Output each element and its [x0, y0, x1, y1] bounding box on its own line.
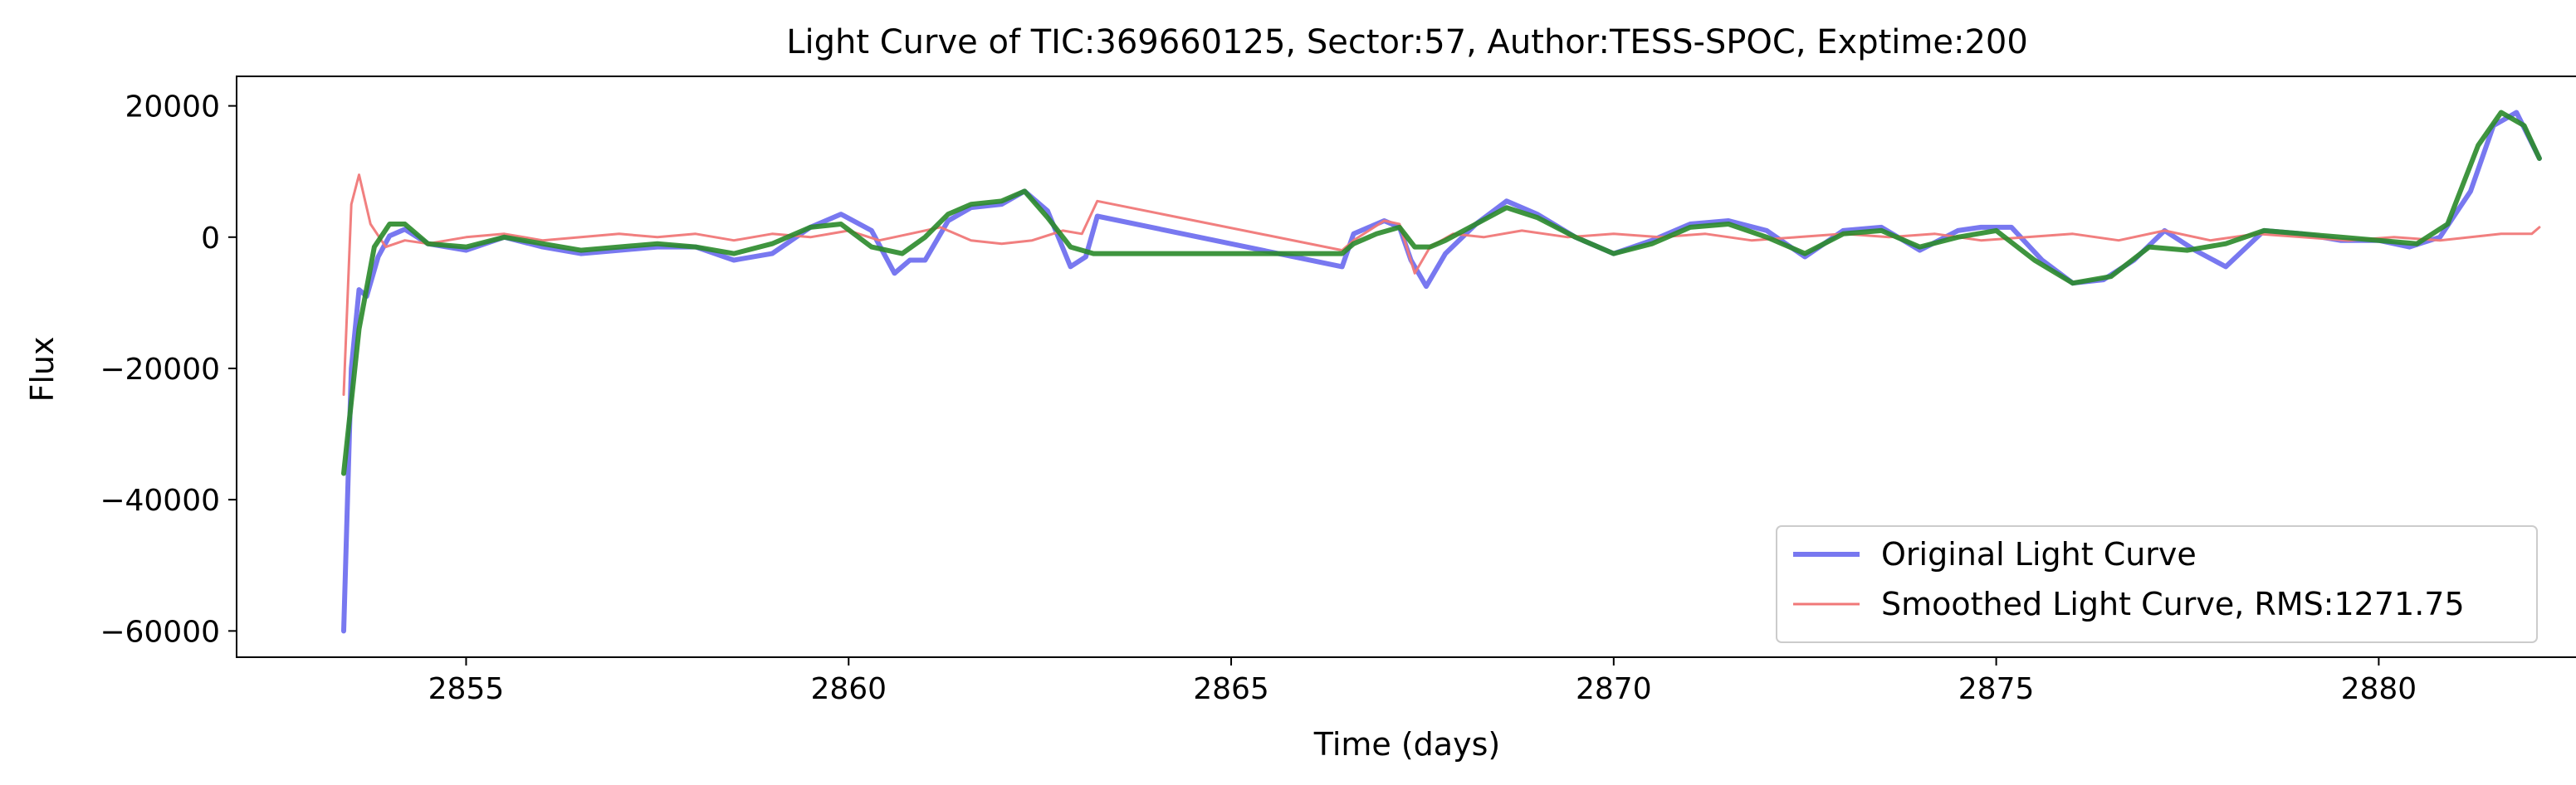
- chart-title: Light Curve of TIC:369660125, Sector:57,…: [786, 23, 2028, 61]
- legend-label-smoothed: Smoothed Light Curve, RMS:1271.75: [1881, 586, 2465, 622]
- x-tick-label: 2880: [2341, 672, 2417, 706]
- y-tick-label: 0: [201, 222, 220, 256]
- x-tick-label: 2865: [1193, 672, 1269, 706]
- y-axis-label: Flux: [24, 337, 61, 402]
- x-axis-label: Time (days): [1313, 726, 1500, 763]
- y-tick-label: 20000: [125, 90, 220, 124]
- y-tick-label: −40000: [100, 484, 220, 518]
- legend: Original Light Curve Smoothed Light Curv…: [1776, 525, 2538, 643]
- x-axis-ticks: 2855 2860 2865 2870 2875 2880: [428, 657, 2417, 706]
- series-line-2: [341, 110, 2542, 476]
- x-tick-label: 2855: [428, 672, 505, 706]
- plot-frame: [236, 76, 2576, 658]
- series-line-1: [342, 173, 2541, 397]
- x-tick-label: 2870: [1576, 672, 1652, 706]
- legend-box: [1776, 525, 2538, 643]
- x-tick-label: 2875: [1958, 672, 2035, 706]
- series-layer: [341, 110, 2542, 634]
- legend-label-original: Original Light Curve: [1881, 536, 2197, 573]
- y-tick-label: −60000: [100, 615, 220, 649]
- x-tick-label: 2860: [810, 672, 887, 706]
- y-axis-ticks: 20000 0 −20000 −40000 −60000: [100, 90, 237, 649]
- y-tick-label: −20000: [100, 353, 220, 387]
